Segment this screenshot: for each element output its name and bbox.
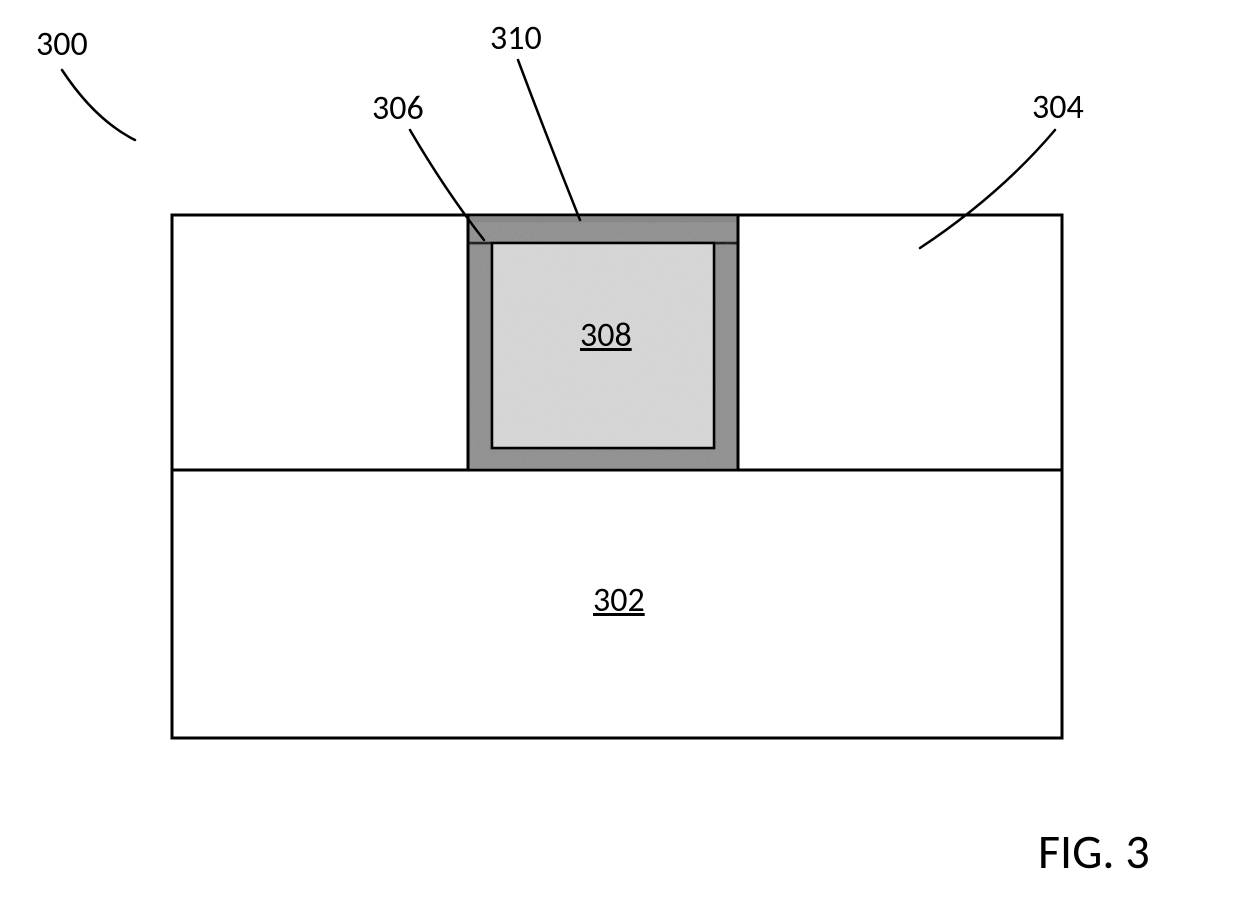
label-302: 302 xyxy=(593,580,645,621)
figure-caption: FIG. 3 xyxy=(1038,822,1150,881)
label-306: 306 xyxy=(372,88,424,129)
label-308: 308 xyxy=(580,315,632,356)
leader-300 xyxy=(62,70,135,140)
cap-310 xyxy=(468,215,738,243)
label-300: 300 xyxy=(36,24,88,65)
diagram-svg xyxy=(0,0,1240,902)
leader-310 xyxy=(518,60,580,220)
diagram-container: 300 302 304 306 308 310 FIG. 3 xyxy=(0,0,1240,902)
label-304: 304 xyxy=(1032,87,1084,128)
label-310: 310 xyxy=(490,18,542,59)
